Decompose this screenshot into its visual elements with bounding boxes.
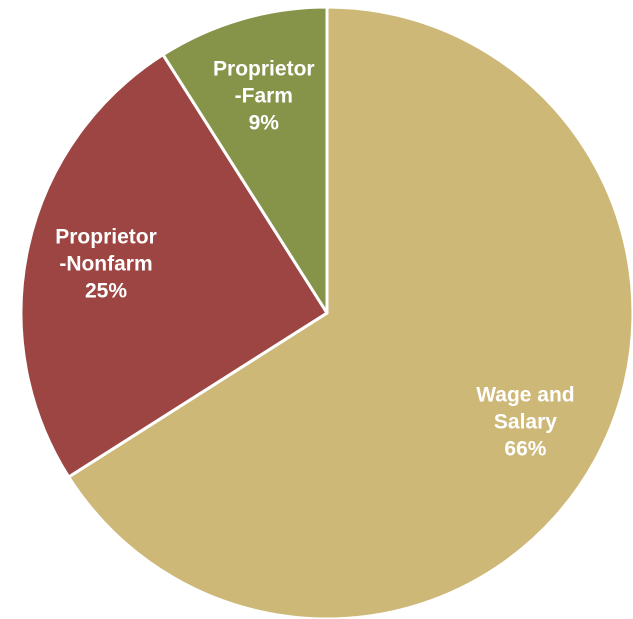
- slice-label: Wage and Salary 66%: [476, 382, 574, 463]
- pie-slice: [19, 53, 329, 479]
- category-label: Proprietor -Nonfarm: [55, 225, 157, 276]
- category-label: Wage and Salary: [476, 383, 575, 434]
- pie-slice: [161, 5, 329, 315]
- value-label: 25%: [84, 279, 128, 303]
- pie-slice: [67, 5, 633, 619]
- value-label: 9%: [248, 111, 279, 135]
- slice-label: Proprietor -Farm 9%: [213, 55, 315, 136]
- slice-label: Proprietor -Nonfarm 25%: [55, 223, 157, 304]
- value-label: 66%: [504, 437, 547, 461]
- category-label: Proprietor -Farm: [213, 57, 315, 108]
